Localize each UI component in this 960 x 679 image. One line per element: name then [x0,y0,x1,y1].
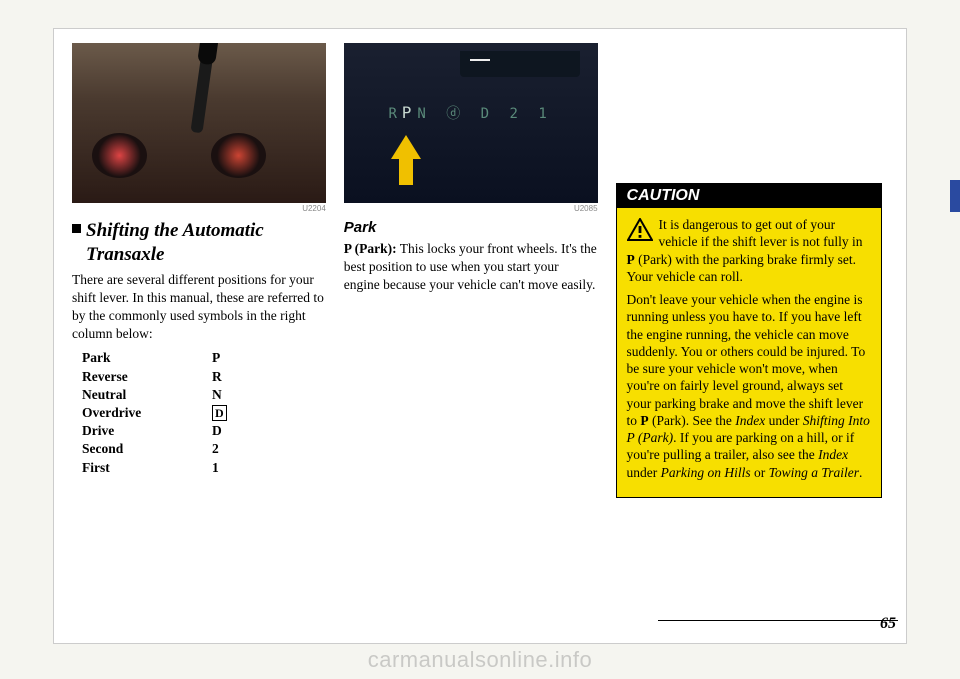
gear-name: Reverse [82,368,212,386]
gear-name: First [82,459,212,477]
gear-name: Second [82,440,212,458]
photo-dashboard [72,43,326,203]
caution-header: CAUTION [617,184,881,208]
gear-row: DriveD [82,422,326,440]
warning-triangle-icon [627,218,653,241]
photo-caption-left: U2204 [72,204,326,213]
gear-symbol: 1 [212,459,219,477]
page-number-rule [658,620,898,621]
gear-symbol: P [212,349,220,367]
gear-symbol: D [212,422,222,440]
gear-name: Park [82,349,212,367]
gear-position-table: ParkPReverseRNeutralNOverdriveDDriveDSec… [82,349,326,477]
park-paragraph: P (Park): This locks your front wheels. … [344,240,598,295]
gear-symbol: N [212,386,222,404]
gear-row: NeutralN [82,386,326,404]
intro-paragraph: There are several different positions fo… [72,271,326,344]
gear-name: Overdrive [82,404,212,422]
gear-row: ReverseR [82,368,326,386]
caution-body: It is dangerous to get out of your vehic… [617,208,881,497]
caution-box: CAUTION It is dangerous to get out of yo… [616,183,882,498]
page-number: 65 [880,615,896,633]
arrow-up-icon [391,135,421,159]
gear-row: Second2 [82,440,326,458]
gear-letters: R N ⓓ D 2 1 [344,103,598,123]
photo-gear-indicator: P R N ⓓ D 2 1 [344,43,598,203]
gear-name: Drive [82,422,212,440]
manual-page: U2204 Shifting the Automatic Transaxle T… [53,28,907,644]
gear-name: Neutral [82,386,212,404]
watermark: carmanualsonline.info [0,647,960,673]
park-heading: Park [344,219,598,236]
column-1: U2204 Shifting the Automatic Transaxle T… [72,43,326,629]
gear-row: First1 [82,459,326,477]
column-2: P R N ⓓ D 2 1 U2085 Park P (Park): This … [344,43,598,629]
column-3: CAUTION It is dangerous to get out of yo… [616,43,882,629]
gear-row: OverdriveD [82,404,326,422]
gear-row: ParkP [82,349,326,367]
park-label: P (Park): [344,241,397,256]
gear-symbol: R [212,368,222,386]
gear-symbol: 2 [212,440,219,458]
section-title: Shifting the Automatic Transaxle [72,219,326,267]
section-tab [950,180,960,212]
gear-symbol: D [212,404,227,422]
photo-caption-mid: U2085 [344,204,598,213]
